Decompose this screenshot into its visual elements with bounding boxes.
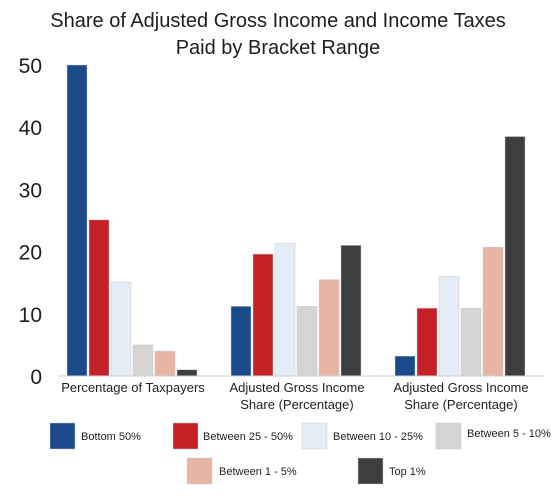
legend-swatch (435, 422, 462, 450)
x-category-label: Share (Percentage) (240, 397, 353, 412)
bar-series-1-group-3 (394, 355, 416, 377)
y-tick-label: 20 (19, 242, 42, 265)
legend-swatch (172, 422, 199, 450)
legend-swatch (357, 457, 384, 485)
y-axis-ticks: 0 10 20 30 40 50 (19, 55, 42, 389)
legend-swatch (186, 457, 213, 485)
legend-label: Between 25 - 50% (203, 431, 293, 443)
legend-label: Bottom 50% (81, 431, 141, 443)
x-axis-category-labels: Percentage of Taxpayers Adjusted Gross In… (61, 380, 528, 412)
bar-series-4-group-3 (460, 307, 482, 377)
x-category-label: Adjusted Gross Income (229, 380, 364, 395)
x-category-label: Adjusted Gross Income (393, 380, 528, 395)
bar-series-4-group-1 (132, 344, 154, 377)
bar-series-3-group-2 (274, 243, 296, 377)
chart-title-line-1: Share of Adjusted Gross Income and Incom… (50, 10, 505, 32)
bar-series-5-group-3 (482, 246, 504, 377)
bar-series-6-group-2 (340, 245, 362, 377)
bar-series-2-group-1 (88, 219, 110, 377)
legend-swatch (301, 422, 328, 450)
bar-series-2-group-2 (252, 253, 274, 377)
legend-label: Top 1% (389, 466, 426, 478)
bar-series-6-group-1 (176, 369, 198, 377)
bar-series-1-group-2 (230, 306, 252, 377)
bar-series-3-group-1 (110, 281, 132, 377)
bar-series-6-group-3 (504, 136, 526, 377)
bar-series-1-group-1 (66, 64, 88, 377)
bar-series-5-group-1 (154, 350, 176, 377)
y-tick-label: 10 (19, 304, 42, 327)
y-tick-label: 30 (19, 179, 42, 202)
bars (66, 64, 526, 377)
legend-label: Between 10 - 25% (333, 431, 423, 443)
bar-series-3-group-3 (438, 276, 460, 377)
chart-title-line-2: Paid by Bracket Range (176, 37, 381, 59)
legend-label: Between 1 - 5% (219, 466, 297, 478)
y-tick-label: 0 (30, 366, 42, 389)
y-tick-label: 50 (19, 55, 42, 78)
legend-swatch (49, 422, 76, 450)
legend: Bottom 50% Between 25 - 50% Between 10 - 2… (49, 422, 551, 485)
bar-series-5-group-2 (318, 279, 340, 377)
y-tick-label: 40 (19, 117, 42, 140)
x-category-label: Percentage of Taxpayers (61, 380, 205, 395)
bar-series-2-group-3 (416, 307, 438, 377)
legend-label: Between 5 - 10% (467, 428, 551, 440)
bar-series-4-group-2 (296, 306, 318, 377)
x-category-label: Share (Percentage) (404, 397, 517, 412)
